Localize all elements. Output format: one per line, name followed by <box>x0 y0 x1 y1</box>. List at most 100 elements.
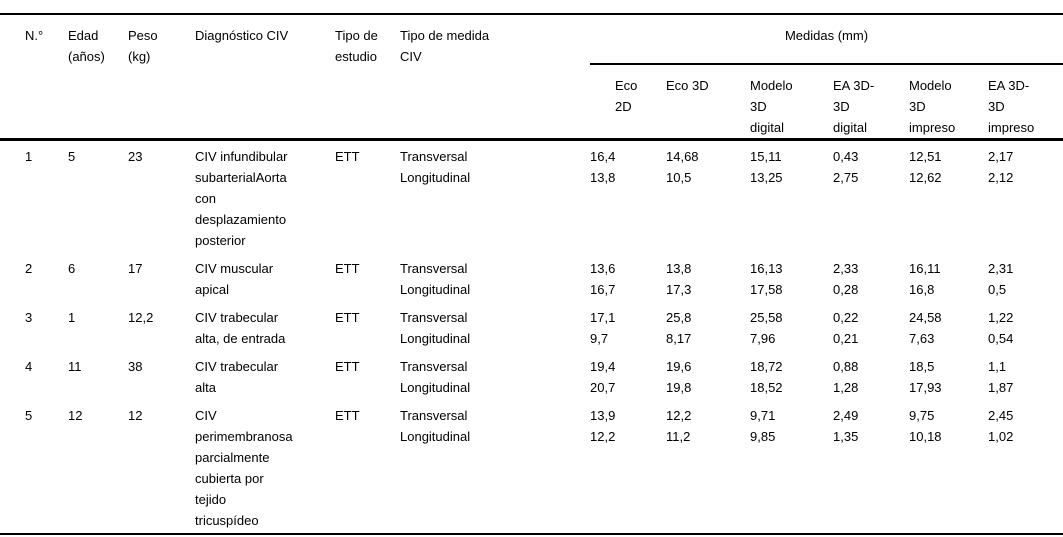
cell-eco-3d: 25,8 8,17 <box>666 302 750 351</box>
measure-value: 1,02 <box>988 429 1014 444</box>
measure-value: 2,75 <box>833 170 859 185</box>
measure-value: 0,54 <box>988 331 1014 346</box>
cell-num: 4 <box>25 359 33 374</box>
table-row: 1 5 23 CIV infundibular subarterialAorta… <box>0 140 1063 254</box>
cell-peso: 12,2 <box>128 310 154 325</box>
table-row: 4 11 38 CIV trabecular alta ETT Transver… <box>0 351 1063 400</box>
table-row: 3 1 12,2 CIV trabecular alta, de entrada… <box>0 302 1063 351</box>
measure-value: 0,22 <box>833 310 859 325</box>
measure-value: 17,93 <box>909 380 942 395</box>
measure-value: 20,7 <box>590 380 616 395</box>
measure-value: 2,49 <box>833 408 859 423</box>
table-header: N.° Edad (años) Peso (kg) Diagnóstico CI… <box>0 14 1063 140</box>
cell-eco-3d: 13,8 17,3 <box>666 253 750 302</box>
measure-value: 2,45 <box>988 408 1014 423</box>
measure-value: 2,33 <box>833 261 859 276</box>
cell-modelo-3d-digital: 9,71 9,85 <box>750 400 833 534</box>
cell-tipo-medida: Transversal Longitudinal <box>400 351 590 400</box>
cell-eco-2d: 13,9 12,2 <box>590 400 666 534</box>
measure-value: 25,58 <box>750 310 783 325</box>
cell-modelo-3d-digital: 16,13 17,58 <box>750 253 833 302</box>
cell-edad: 11 <box>68 359 82 374</box>
measure-value: 7,63 <box>909 331 935 346</box>
column-header-ea-3d-digital: EA 3D- 3D digital <box>833 78 875 135</box>
measure-value: 16,8 <box>909 282 935 297</box>
measure-value: 13,8 <box>590 170 616 185</box>
cell-num: 1 <box>25 149 33 164</box>
table-row: 2 6 17 CIV muscular apical ETT Transvers… <box>0 253 1063 302</box>
measure-value: 0,21 <box>833 331 859 346</box>
cell-ea-3d-impreso: 2,31 0,5 <box>988 253 1063 302</box>
cell-peso: 12 <box>128 408 143 423</box>
cell-ea-3d-digital: 0,88 1,28 <box>833 351 909 400</box>
cell-eco-2d: 13,6 16,7 <box>590 253 666 302</box>
cell-edad: 5 <box>68 149 76 164</box>
cell-tipo-medida: Transversal Longitudinal <box>400 302 590 351</box>
measure-value: 13,25 <box>750 170 783 185</box>
measure-value: 24,58 <box>909 310 942 325</box>
cell-estudio: ETT <box>335 149 360 164</box>
cell-edad: 12 <box>68 408 83 423</box>
measure-value: 13,8 <box>666 261 692 276</box>
measure-value: 10,18 <box>909 429 942 444</box>
measure-type-line: Transversal <box>400 310 468 325</box>
cell-ea-3d-impreso: 1,1 1,87 <box>988 351 1063 400</box>
measure-type-line: Transversal <box>400 408 468 423</box>
measure-value: 12,51 <box>909 149 942 164</box>
column-header-edad: Edad (años) <box>68 28 105 64</box>
measure-value: 15,11 <box>750 149 782 164</box>
cell-modelo-3d-digital: 15,11 13,25 <box>750 140 833 254</box>
cell-edad: 6 <box>68 261 76 276</box>
measure-type-line: Longitudinal <box>400 282 471 297</box>
measure-value: 19,8 <box>666 380 692 395</box>
cell-modelo-3d-impreso: 9,75 10,18 <box>909 400 988 534</box>
measure-value: 2,31 <box>988 261 1014 276</box>
column-header-modelo-3d-impreso: Modelo 3D impreso <box>909 78 956 135</box>
cell-ea-3d-impreso: 2,17 2,12 <box>988 140 1063 254</box>
measure-value: 2,12 <box>988 170 1014 185</box>
measure-value: 16,11 <box>909 261 941 276</box>
measure-value: 7,96 <box>750 331 776 346</box>
measure-value: 9,85 <box>750 429 776 444</box>
cell-peso: 23 <box>128 149 143 164</box>
measure-type-line: Transversal <box>400 261 468 276</box>
column-header-num: N.° <box>25 28 44 43</box>
header-row-measures: Eco 2D Eco 3D Modelo 3D digital EA 3D- 3… <box>0 64 1063 140</box>
measure-value: 0,5 <box>988 282 1007 297</box>
measure-type-line: Longitudinal <box>400 170 471 185</box>
measure-value: 1,35 <box>833 429 859 444</box>
column-header-ea-3d-impreso: EA 3D- 3D impreso <box>988 78 1035 135</box>
column-header-eco-2d: Eco 2D <box>615 78 638 114</box>
cell-modelo-3d-digital: 25,58 7,96 <box>750 302 833 351</box>
measure-value: 12,2 <box>666 408 692 423</box>
column-header-tipo-medida: Tipo de medida CIV <box>400 28 490 64</box>
cell-modelo-3d-impreso: 24,58 7,63 <box>909 302 988 351</box>
civ-measurements-table: N.° Edad (años) Peso (kg) Diagnóstico CI… <box>0 13 1063 535</box>
measure-value: 25,8 <box>666 310 692 325</box>
measure-value: 11,2 <box>666 429 691 444</box>
cell-num: 3 <box>25 310 33 325</box>
cell-eco-2d: 17,1 9,7 <box>590 302 666 351</box>
measure-value: 1,28 <box>833 380 859 395</box>
cell-estudio: ETT <box>335 408 360 423</box>
measure-value: 9,7 <box>590 331 609 346</box>
cell-estudio: ETT <box>335 310 360 325</box>
measure-value: 13,9 <box>590 408 616 423</box>
cell-modelo-3d-impreso: 12,51 12,62 <box>909 140 988 254</box>
cell-peso: 17 <box>128 261 143 276</box>
cell-num: 2 <box>25 261 33 276</box>
column-header-tipo-estudio: Tipo de estudio <box>335 28 378 64</box>
cell-tipo-medida: Transversal Longitudinal <box>400 400 590 534</box>
column-header-peso: Peso (kg) <box>128 28 158 64</box>
cell-modelo-3d-impreso: 18,5 17,93 <box>909 351 988 400</box>
measure-value: 12,2 <box>590 429 616 444</box>
cell-ea-3d-digital: 2,33 0,28 <box>833 253 909 302</box>
measure-value: 1,22 <box>988 310 1014 325</box>
measure-value: 9,75 <box>909 408 935 423</box>
cell-eco-2d: 19,4 20,7 <box>590 351 666 400</box>
cell-peso: 38 <box>128 359 143 374</box>
measure-value: 17,58 <box>750 282 783 297</box>
cell-diagnostico: CIV trabecular alta <box>195 359 279 395</box>
measure-value: 0,88 <box>833 359 859 374</box>
